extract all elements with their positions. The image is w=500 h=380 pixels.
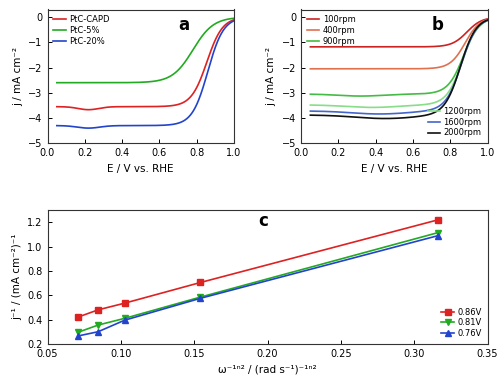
- Line: PtC-5%: PtC-5%: [57, 18, 238, 83]
- PtC-20%: [65, 124, 71, 128]
- PtC-CAPD: [159, 104, 165, 109]
- 0.81V: [122, 316, 128, 321]
- PtC-5%: [191, 46, 197, 51]
- Line: PtC-CAPD: PtC-CAPD: [57, 19, 238, 110]
- PtC-5%: [54, 81, 60, 85]
- 0.76V: [122, 318, 128, 323]
- Line: 0.76V: 0.76V: [74, 233, 441, 339]
- Y-axis label: j / mA cm⁻²: j / mA cm⁻²: [266, 47, 276, 106]
- PtC-CAPD: [86, 108, 91, 112]
- Legend: PtC-CAPD, PtC-5%, PtC-20%: PtC-CAPD, PtC-5%, PtC-20%: [52, 14, 112, 48]
- 0.86V: [122, 301, 128, 306]
- 0.81V: [95, 323, 101, 327]
- Line: PtC-20%: PtC-20%: [57, 19, 238, 128]
- 0.81V: [198, 295, 203, 299]
- PtC-CAPD: [234, 16, 240, 21]
- PtC-20%: [164, 123, 170, 127]
- PtC-5%: [65, 81, 71, 85]
- PtC-CAPD: [210, 44, 216, 48]
- 0.86V: [198, 280, 203, 285]
- PtC-5%: [159, 78, 165, 82]
- 0.86V: [75, 315, 81, 320]
- X-axis label: E / V vs. RHE: E / V vs. RHE: [108, 164, 174, 174]
- 0.76V: [198, 296, 203, 301]
- 0.81V: [75, 330, 81, 335]
- 0.86V: [435, 218, 441, 222]
- 0.86V: [95, 307, 101, 312]
- 0.76V: [95, 329, 101, 334]
- PtC-5%: [169, 73, 175, 78]
- PtC-CAPD: [191, 90, 197, 94]
- PtC-20%: [210, 52, 216, 57]
- 0.81V: [435, 230, 441, 235]
- Text: b: b: [432, 16, 444, 33]
- PtC-CAPD: [164, 104, 170, 108]
- Legend: 0.86V, 0.81V, 0.76V: 0.86V, 0.81V, 0.76V: [440, 306, 484, 340]
- PtC-20%: [191, 107, 197, 112]
- PtC-CAPD: [170, 103, 175, 108]
- Legend: 1200rpm, 1600rpm, 2000rpm: 1200rpm, 1600rpm, 2000rpm: [426, 105, 484, 139]
- PtC-CAPD: [54, 105, 60, 109]
- PtC-20%: [54, 124, 60, 128]
- Y-axis label: j / mA cm⁻²: j / mA cm⁻²: [12, 47, 22, 106]
- PtC-CAPD: [65, 105, 71, 109]
- PtC-20%: [159, 123, 165, 128]
- 0.76V: [435, 233, 441, 238]
- 0.76V: [75, 334, 81, 338]
- Y-axis label: j⁻¹ / (mA cm⁻²)⁻¹: j⁻¹ / (mA cm⁻²)⁻¹: [12, 234, 22, 320]
- Text: a: a: [178, 16, 189, 33]
- PtC-20%: [170, 122, 175, 127]
- PtC-20%: [86, 126, 91, 130]
- PtC-5%: [164, 76, 170, 80]
- X-axis label: E / V vs. RHE: E / V vs. RHE: [361, 164, 428, 174]
- Text: c: c: [258, 212, 268, 230]
- Line: 0.81V: 0.81V: [74, 230, 441, 336]
- PtC-20%: [234, 17, 240, 22]
- Line: 0.86V: 0.86V: [74, 217, 441, 320]
- X-axis label: ω⁻¹ⁿ² / (rad s⁻¹)⁻¹ⁿ²: ω⁻¹ⁿ² / (rad s⁻¹)⁻¹ⁿ²: [218, 364, 317, 374]
- PtC-5%: [210, 23, 216, 28]
- PtC-5%: [234, 16, 240, 20]
